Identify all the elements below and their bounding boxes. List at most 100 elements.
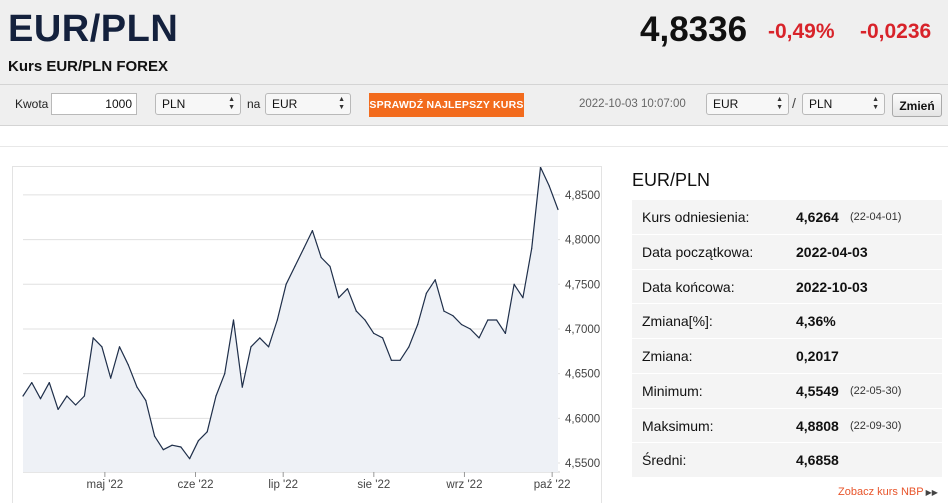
stats-row: Data początkowa: 2022-04-03 (632, 235, 942, 270)
data-point (452, 314, 454, 317)
data-point (355, 310, 357, 312)
quote-timestamp: 2022-10-03 10:07:00 (579, 98, 686, 110)
stats-label: Zmiana[%]: (642, 313, 713, 330)
data-point (311, 230, 314, 232)
data-point (31, 382, 33, 384)
data-point (153, 435, 156, 437)
stats-row: Zmiana: 0,2017 (632, 339, 942, 374)
change-pair-button[interactable]: Zmień (892, 93, 942, 117)
data-point (232, 319, 235, 321)
data-point (101, 346, 103, 348)
data-point (83, 395, 85, 397)
stats-date: (22-04-01) (850, 211, 902, 223)
data-point (75, 404, 77, 406)
pair-title: EUR/PLN (8, 8, 179, 50)
data-point (215, 395, 217, 397)
converter-toolbar: Kwota PLN ▲▼ na EUR ▲▼ SPRAWDŹ NAJLEPSZY… (0, 84, 948, 126)
page-subtitle: Kurs EUR/PLN FOREX (8, 58, 169, 75)
data-point (136, 386, 138, 388)
data-point (110, 377, 112, 379)
stats-value: 4,8808 (796, 417, 839, 434)
stats-row: Średni: 4,6858 (632, 443, 942, 478)
data-point (267, 346, 270, 348)
data-point (276, 319, 278, 321)
section-divider (0, 127, 948, 147)
stats-value: 0,2017 (796, 348, 839, 364)
y-tick-label: 4,6500 (565, 369, 600, 381)
stats-label: Maksimum: (642, 417, 714, 434)
nbp-rate-link[interactable]: Zobacz kurs NBP ▶▶ (838, 486, 938, 498)
data-point (180, 446, 182, 448)
data-point (145, 399, 147, 402)
data-point (478, 337, 480, 339)
x-tick-label: sie '22 (357, 479, 390, 491)
to-currency-select[interactable]: EUR ▲ ▼ (265, 93, 351, 115)
quote-header: EUR/PLN Kurs EUR/PLN FOREX 4,8336 -0,49%… (0, 0, 948, 84)
best-rate-button[interactable]: SPRAWDŹ NAJLEPSZY KURS (369, 93, 524, 117)
x-tick-label: maj '22 (86, 479, 123, 491)
stats-value: 4,36% (796, 313, 836, 330)
stats-row: Minimum: 4,5549 (22-05-30) (632, 374, 942, 409)
data-point (513, 283, 515, 285)
y-tick-label: 4,5500 (565, 458, 600, 470)
data-point (469, 328, 471, 330)
stats-date: (22-09-30) (850, 419, 902, 432)
data-point (171, 444, 173, 446)
from-currency-value: PLN (162, 97, 186, 111)
data-point (197, 440, 200, 442)
y-tick-label: 4,8000 (565, 235, 600, 247)
pair-base-value: EUR (713, 97, 739, 111)
data-point (66, 395, 68, 397)
data-point (22, 395, 24, 397)
from-currency-select[interactable]: PLN ▲ ▼ (155, 93, 241, 115)
data-point (417, 323, 419, 326)
stats-value: 2022-10-03 (796, 278, 868, 295)
data-point (162, 449, 164, 451)
stats-label: Średni: (642, 452, 687, 469)
to-currency-value: EUR (272, 97, 298, 111)
nbp-link-label: Zobacz kurs NBP (838, 486, 924, 498)
stats-row: Data końcowa: 2022-10-03 (632, 270, 942, 305)
pair-quote-value: PLN (809, 97, 833, 111)
data-point (496, 319, 498, 321)
double-arrow-icon: ▶▶ (925, 488, 938, 497)
pair-base-select[interactable]: EUR ▲ ▼ (706, 93, 789, 115)
select-arrows-icon: ▲ ▼ (338, 96, 345, 111)
pair-separator: / (792, 95, 796, 111)
series-line (22, 167, 559, 460)
x-tick-label: cze '22 (177, 479, 213, 491)
stats-row: Kurs odniesienia: 4,6264 (22-04-01) (632, 200, 942, 235)
select-arrows-icon: ▲ ▼ (872, 96, 879, 111)
change-percent: -0,49% (768, 20, 835, 43)
data-point (118, 346, 121, 348)
stats-value: 4,6264 (796, 209, 839, 225)
data-point (443, 310, 445, 312)
y-tick-label: 4,7500 (565, 279, 600, 291)
data-point (92, 337, 94, 339)
data-point (294, 265, 296, 267)
stats-row: Maksimum: 4,8808 (22-09-30) (632, 409, 942, 444)
data-point (399, 359, 401, 361)
stats-value: 4,5549 (796, 382, 839, 399)
data-point (425, 292, 428, 294)
data-point (224, 373, 226, 375)
data-point (408, 346, 410, 348)
x-tick-label: lip '22 (268, 479, 298, 491)
rate-chart-svg: 4,8500 4,8000 4,7500 4,7000 4,6500 4,6000 4,55… (22, 167, 600, 491)
data-point (259, 337, 261, 339)
stats-title: EUR/PLN (632, 170, 711, 190)
stats-label: Data początkowa: (642, 243, 754, 260)
pair-quote-select[interactable]: PLN ▲ ▼ (802, 93, 885, 115)
data-point (39, 398, 42, 400)
data-point (303, 247, 305, 250)
data-point (189, 458, 191, 460)
amount-input[interactable] (51, 93, 137, 115)
data-point (504, 332, 506, 335)
data-point (241, 386, 243, 388)
data-point (557, 208, 559, 211)
current-rate: 4,8336 (640, 10, 748, 49)
series-area (23, 167, 558, 473)
data-point (548, 185, 550, 187)
amount-label: Kwota (15, 97, 49, 111)
rate-chart: 4,8500 4,8000 4,7500 4,7000 4,6500 4,6000 4,55… (12, 166, 602, 503)
